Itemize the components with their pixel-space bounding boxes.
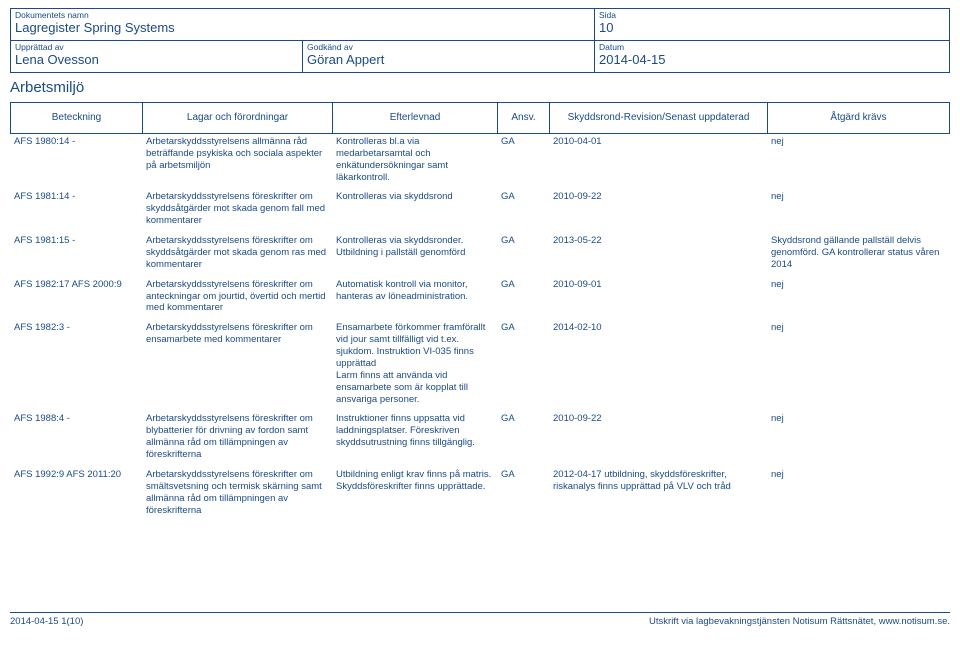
table-body: AFS 1980:14 - Arbetarskyddsstyrelsens al…	[10, 134, 950, 523]
cell-beteckning: AFS 1980:14 -	[10, 134, 142, 190]
cell-beteckning: AFS 1988:4 -	[10, 411, 142, 467]
footer-left: 2014-04-15 1(10)	[10, 616, 83, 627]
cell-atgard: Skyddsrond gällande pallställ delvis gen…	[767, 233, 950, 277]
cell-beteckning: AFS 1992:9 AFS 2011:20	[10, 467, 142, 523]
cell-skyddsrond: 2010-09-22	[549, 411, 767, 467]
cell-beteckning: AFS 1982:17 AFS 2000:9	[10, 277, 142, 321]
col-efterlevnad: Efterlevnad	[333, 103, 498, 133]
cell-atgard: nej	[767, 320, 950, 411]
docname-value: Lagregister Spring Systems	[15, 20, 590, 36]
cell-skyddsrond: 2010-09-22	[549, 189, 767, 233]
cell-ansv: GA	[497, 320, 549, 411]
cell-ansv: GA	[497, 233, 549, 277]
cell-beteckning: AFS 1981:14 -	[10, 189, 142, 233]
table-row: AFS 1982:17 AFS 2000:9 Arbetarskyddsstyr…	[10, 277, 950, 321]
page-footer: 2014-04-15 1(10) Utskrift via lagbevakni…	[10, 612, 950, 627]
cell-atgard: nej	[767, 411, 950, 467]
cell-ansv: GA	[497, 411, 549, 467]
header-approved-by: Godkänd av Göran Appert	[303, 41, 595, 72]
cell-skyddsrond: 2014-02-10	[549, 320, 767, 411]
header-docname: Dokumentets namn Lagregister Spring Syst…	[11, 9, 595, 41]
cell-skyddsrond: 2012-04-17 utbildning, skyddsföreskrifte…	[549, 467, 767, 523]
cell-ansv: GA	[497, 467, 549, 523]
header-page: Sida 10	[595, 9, 949, 41]
cell-efterlevnad: Utbildning enligt krav finns på matris. …	[332, 467, 497, 523]
cell-beteckning: AFS 1981:15 -	[10, 233, 142, 277]
table-header: Beteckning Lagar och förordningar Efterl…	[10, 102, 950, 134]
cell-efterlevnad: Ensamarbete förkommer framförallt vid jo…	[332, 320, 497, 411]
table-row: AFS 1980:14 - Arbetarskyddsstyrelsens al…	[10, 134, 950, 190]
cell-atgard: nej	[767, 189, 950, 233]
page-value: 10	[599, 20, 945, 36]
cell-efterlevnad: Kontrolleras bl.a via medarbetarsamtal o…	[332, 134, 497, 190]
table-row: AFS 1982:3 - Arbetarskyddsstyrelsens för…	[10, 320, 950, 411]
cell-atgard: nej	[767, 134, 950, 190]
cell-lagar: Arbetarskyddsstyrelsens föreskrifter om …	[142, 411, 332, 467]
page-label: Sida	[599, 11, 945, 20]
table-row: AFS 1992:9 AFS 2011:20 Arbetarskyddsstyr…	[10, 467, 950, 523]
cell-lagar: Arbetarskyddsstyrelsens föreskrifter om …	[142, 233, 332, 277]
header-row-top: Dokumentets namn Lagregister Spring Syst…	[11, 9, 949, 41]
created-by-value: Lena Ovesson	[15, 52, 298, 68]
date-value: 2014-04-15	[599, 52, 945, 68]
approved-by-value: Göran Appert	[307, 52, 590, 68]
created-by-label: Upprättad av	[15, 43, 298, 52]
header-created-by: Upprättad av Lena Ovesson	[11, 41, 303, 72]
col-lagar: Lagar och förordningar	[143, 103, 333, 133]
section-title: Arbetsmiljö	[10, 79, 950, 96]
cell-lagar: Arbetarskyddsstyrelsens föreskrifter om …	[142, 277, 332, 321]
cell-efterlevnad: Instruktioner finns uppsatta vid laddnin…	[332, 411, 497, 467]
table-row: AFS 1988:4 - Arbetarskyddsstyrelsens för…	[10, 411, 950, 467]
cell-lagar: Arbetarskyddsstyrelsens föreskrifter om …	[142, 189, 332, 233]
header-row-bottom: Upprättad av Lena Ovesson Godkänd av Gör…	[11, 41, 949, 72]
col-ansv: Ansv.	[498, 103, 550, 133]
cell-ansv: GA	[497, 277, 549, 321]
cell-ansv: GA	[497, 134, 549, 190]
cell-lagar: Arbetarskyddsstyrelsens allmänna råd bet…	[142, 134, 332, 190]
table-row: AFS 1981:14 - Arbetarskyddsstyrelsens fö…	[10, 189, 950, 233]
col-atgard: Åtgärd krävs	[768, 103, 949, 133]
approved-by-label: Godkänd av	[307, 43, 590, 52]
table-row: AFS 1981:15 - Arbetarskyddsstyrelsens fö…	[10, 233, 950, 277]
cell-skyddsrond: 2010-04-01	[549, 134, 767, 190]
docname-label: Dokumentets namn	[15, 11, 590, 20]
col-skyddsrond: Skyddsrond-Revision/Senast uppdaterad	[550, 103, 768, 133]
cell-lagar: Arbetarskyddsstyrelsens föreskrifter om …	[142, 320, 332, 411]
cell-skyddsrond: 2010-09-01	[549, 277, 767, 321]
document-header: Dokumentets namn Lagregister Spring Syst…	[10, 8, 950, 73]
cell-ansv: GA	[497, 189, 549, 233]
cell-skyddsrond: 2013-05-22	[549, 233, 767, 277]
header-date: Datum 2014-04-15	[595, 41, 949, 72]
cell-efterlevnad: Automatisk kontroll via monitor, hantera…	[332, 277, 497, 321]
cell-beteckning: AFS 1982:3 -	[10, 320, 142, 411]
cell-atgard: nej	[767, 467, 950, 523]
cell-efterlevnad: Kontrolleras via skyddsrond	[332, 189, 497, 233]
date-label: Datum	[599, 43, 945, 52]
cell-efterlevnad: Kontrolleras via skyddsronder. Utbildnin…	[332, 233, 497, 277]
cell-atgard: nej	[767, 277, 950, 321]
footer-right: Utskrift via lagbevakningstjänsten Notis…	[649, 616, 950, 627]
col-beteckning: Beteckning	[11, 103, 143, 133]
cell-lagar: Arbetarskyddsstyrelsens föreskrifter om …	[142, 467, 332, 523]
